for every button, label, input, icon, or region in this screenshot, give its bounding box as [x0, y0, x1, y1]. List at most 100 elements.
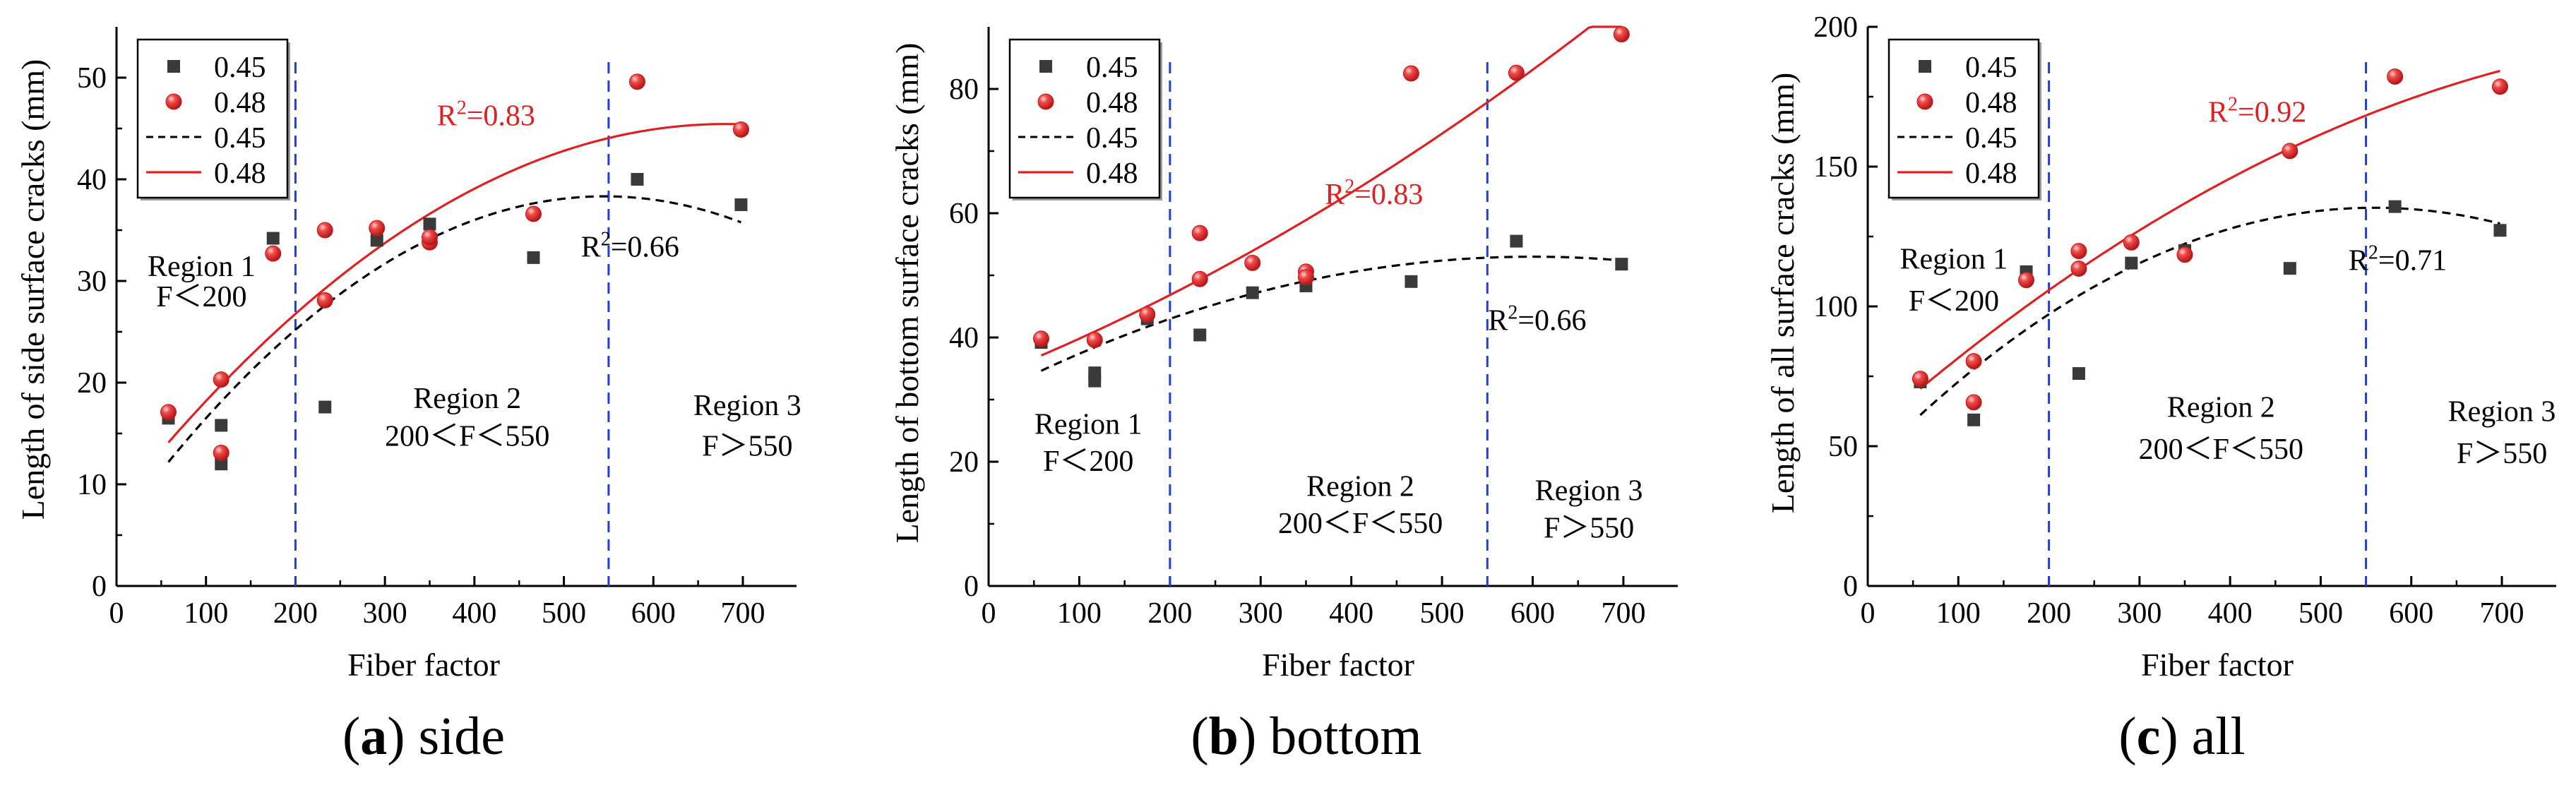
- y-axis-title: Length of bottom surface cracks (mm): [889, 43, 925, 544]
- chart-panel-side: 0 100 200 300 400 500 600 700 0 10 20 30 40 50 R2=0.83…: [15, 27, 801, 766]
- fit-curve-0.48: [167, 123, 741, 443]
- fit-curve-0.45: [167, 195, 741, 463]
- region-label: F＞550: [702, 431, 792, 463]
- data-point-0.45: [1088, 374, 1102, 388]
- region-label: Region 3: [693, 390, 801, 422]
- y-tick-label: 0: [92, 570, 107, 603]
- data-point-0.45: [1615, 258, 1628, 271]
- data-point-0.45: [370, 234, 383, 247]
- x-tick-label: 0: [982, 597, 996, 630]
- chart-panel-all: 0 100 200 300 400 500 600 700 0 50 100 150 200 R2=0.9…: [1765, 11, 2556, 766]
- region-label: Region 3: [1535, 475, 1643, 508]
- data-point-0.48: [2491, 78, 2508, 95]
- data-point-0.48: [1912, 371, 1928, 388]
- x-tick-label: 700: [2480, 597, 2524, 630]
- y-tick-label: 10: [77, 469, 107, 501]
- data-point-0.48: [1402, 65, 1419, 82]
- y-tick-label: 50: [1828, 431, 1858, 463]
- data-point-0.48: [1965, 353, 1982, 370]
- x-tick-label: 200: [1147, 597, 1192, 630]
- x-tick-label: 100: [184, 597, 228, 630]
- x-tick-label: 700: [1601, 597, 1645, 630]
- legend-label: 0.48: [214, 87, 266, 119]
- data-point-0.48: [316, 292, 333, 309]
- y-tick-label: 30: [77, 265, 107, 298]
- legend-marker-square: [167, 60, 180, 73]
- fit-curve-0.48: [1040, 25, 1622, 357]
- legend-label: 0.48: [214, 157, 266, 190]
- x-tick-label: 400: [1329, 597, 1373, 630]
- r-squared-label: R2=0.66: [1488, 301, 1586, 337]
- x-tick-label: 300: [363, 597, 407, 630]
- panel-caption-text: side: [419, 707, 505, 766]
- y-axis-title: Length of all surface cracks (mm): [1765, 73, 1801, 514]
- data-point-0.48: [213, 444, 229, 461]
- y-tick-label: 0: [1843, 570, 1858, 603]
- region-label: 200＜F＜550: [385, 420, 549, 453]
- y-tick-label: 80: [949, 73, 979, 106]
- x-tick-label: 200: [2027, 597, 2071, 630]
- x-tick-label: 400: [2208, 597, 2253, 630]
- data-point-0.45: [1967, 413, 1981, 426]
- data-point-0.48: [1244, 254, 1261, 271]
- panel-caption-text: bottom: [1270, 707, 1421, 766]
- x-tick-label: 400: [452, 597, 496, 630]
- region-label: F＜200: [156, 281, 246, 313]
- region-label: 200＜F＜550: [2139, 433, 2303, 466]
- x-tick-label: 500: [1420, 597, 1465, 630]
- legend-marker-sphere: [165, 93, 182, 110]
- panel-label: c: [2137, 707, 2161, 766]
- legend-marker-sphere: [1916, 93, 1933, 110]
- legend-label: 0.48: [1086, 157, 1138, 190]
- region-label: 200＜F＜550: [1278, 508, 1443, 540]
- data-point-0.48: [732, 121, 749, 138]
- legend: 0.450.480.450.48: [1008, 38, 1162, 200]
- data-point-0.45: [2125, 256, 2138, 270]
- legend-label: 0.48: [1086, 87, 1138, 119]
- region-label: Region 1: [148, 251, 256, 283]
- data-point-0.48: [1086, 332, 1103, 349]
- legend-label: 0.45: [214, 52, 266, 84]
- panel-label: b: [1209, 707, 1239, 766]
- x-axis-title: Fiber factor: [1262, 647, 1414, 683]
- data-point-0.48: [316, 222, 333, 239]
- y-tick-label: 20: [949, 446, 979, 479]
- x-tick-label: 300: [1239, 597, 1283, 630]
- data-point-0.48: [213, 371, 229, 388]
- x-tick-label: 100: [1936, 597, 1981, 630]
- region-label: Region 2: [1306, 470, 1414, 503]
- legend: 0.450.480.450.48: [1888, 38, 2041, 200]
- region-label: Region 2: [2167, 391, 2275, 424]
- data-point-0.48: [265, 245, 282, 262]
- data-point-0.48: [2018, 272, 2035, 289]
- fit-curve-0.48: [1919, 69, 2500, 390]
- data-point-0.48: [525, 205, 542, 222]
- x-tick-label: 600: [1510, 597, 1555, 630]
- fit-curve-0.45: [1919, 206, 2500, 417]
- data-point-0.48: [1297, 269, 1314, 286]
- data-point-0.45: [1510, 234, 1523, 248]
- legend-label: 0.45: [1086, 122, 1138, 155]
- data-point-0.48: [2282, 143, 2298, 160]
- data-point-0.45: [1246, 286, 1259, 299]
- data-point-0.48: [2123, 234, 2140, 251]
- data-point-0.45: [734, 198, 748, 211]
- x-tick-label: 600: [631, 597, 676, 630]
- region-label: Region 3: [2448, 395, 2556, 428]
- data-point-0.48: [1508, 64, 1525, 81]
- data-point-0.48: [1032, 330, 1049, 347]
- y-tick-label: 40: [77, 164, 107, 196]
- data-point-0.45: [423, 217, 436, 231]
- data-point-0.48: [628, 73, 645, 90]
- panel-caption: (b) bottom: [1191, 707, 1421, 766]
- data-point-0.48: [369, 220, 386, 237]
- r-squared-label: R2=0.66: [581, 228, 679, 263]
- fit-curve-0.45: [1040, 256, 1622, 372]
- y-tick-label: 100: [1813, 291, 1858, 323]
- data-point-0.45: [266, 232, 280, 245]
- data-point-0.48: [1139, 306, 1156, 323]
- x-tick-label: 0: [1861, 597, 1876, 630]
- r-squared-label: R2=0.71: [2349, 242, 2447, 277]
- legend-label: 0.45: [214, 122, 266, 155]
